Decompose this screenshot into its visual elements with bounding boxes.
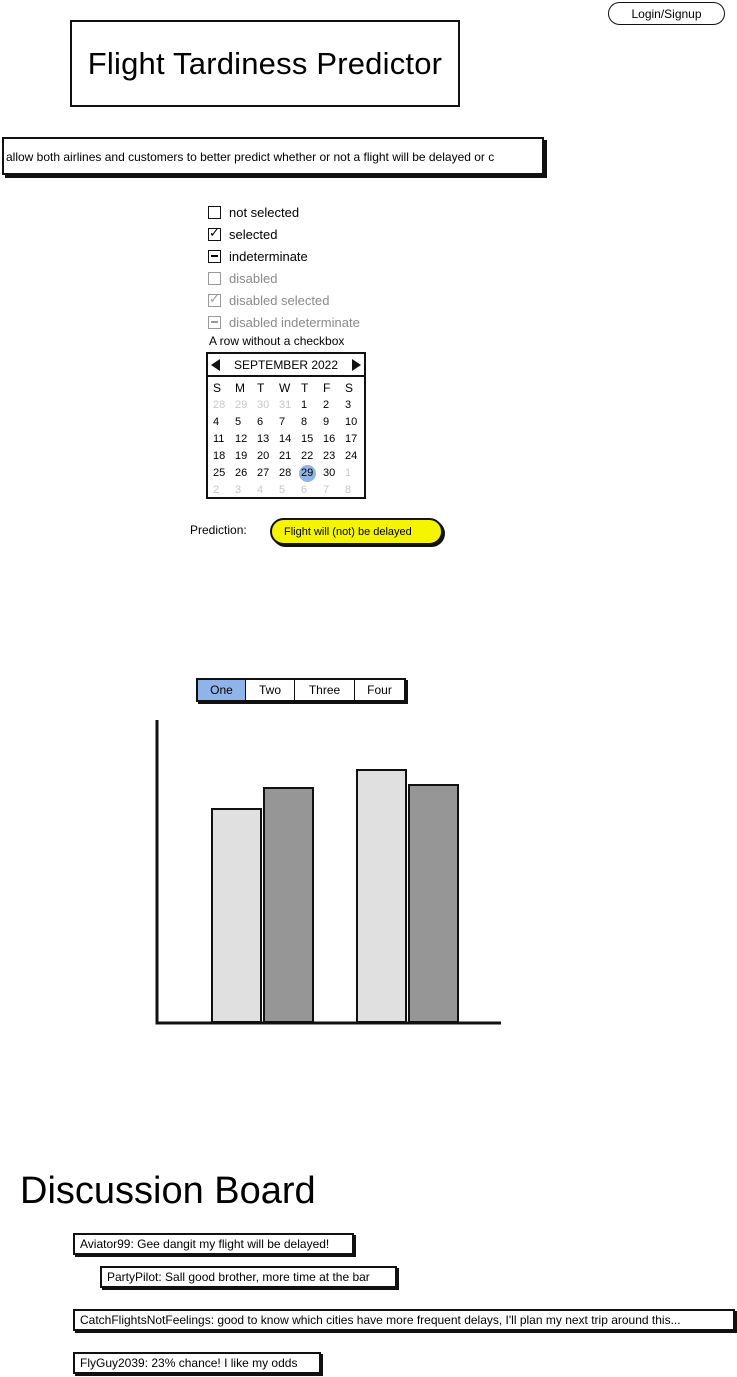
checkbox-label: disabled selected (229, 292, 330, 308)
calendar-day[interactable]: 3 (345, 399, 352, 411)
calendar-day[interactable]: 14 (279, 433, 292, 445)
calendar-grid: S M T W T F S 28 29 30 31 1 2 3 4 5 6 7 8 9 10 11 12 13 14 15 16 17… (208, 377, 364, 499)
calendar-day[interactable]: 29 (299, 465, 321, 482)
calendar-day[interactable]: 3 (235, 484, 242, 496)
calendar-weekday: T (257, 381, 265, 395)
checkbox-label: indeterminate (229, 248, 308, 264)
tab-two[interactable]: Two (246, 680, 295, 700)
tab-four[interactable]: Four (367, 683, 392, 697)
discussion-post[interactable]: Aviator99: Gee dangit my flight will be … (73, 1233, 354, 1255)
chart-bar (356, 769, 407, 1023)
prediction-label: Prediction: (190, 523, 247, 537)
chart-bar (211, 808, 262, 1023)
calendar-day[interactable]: 15 (301, 433, 314, 445)
calendar-day[interactable]: 9 (323, 416, 330, 428)
calendar-day[interactable]: 30 (257, 399, 270, 411)
checkbox-label: not selected (229, 204, 300, 220)
calendar-weekday: T (301, 381, 309, 395)
calendar-day[interactable]: 27 (257, 467, 270, 479)
calendar-day[interactable]: 2 (323, 399, 330, 411)
calendar-day[interactable]: 24 (345, 450, 358, 462)
calendar-weekday: S (345, 381, 354, 395)
calendar-day[interactable]: 23 (323, 450, 336, 462)
calendar-weekday: F (323, 381, 331, 395)
description-field[interactable]: allow both airlines and customers to bet… (2, 137, 544, 175)
calendar-day[interactable]: 17 (345, 433, 358, 445)
checkbox-row[interactable]: not selected (208, 202, 299, 222)
chart-bar (263, 787, 314, 1023)
calendar-day[interactable]: 8 (301, 416, 308, 428)
calendar-day[interactable]: 11 (213, 433, 225, 445)
checkbox-row: ✓ disabled selected (208, 290, 329, 310)
checkbox-row[interactable]: ✓ selected (208, 224, 277, 244)
calendar-header: SEPTEMBER 2022 (208, 354, 364, 377)
calendar-day[interactable]: 8 (345, 484, 352, 496)
discussion-reply[interactable]: PartyPilot: Sall good brother, more time… (100, 1266, 397, 1288)
calendar-day[interactable]: 12 (235, 433, 248, 445)
bar-chart (155, 720, 501, 1025)
calendar-day[interactable]: 5 (279, 484, 286, 496)
calendar-day[interactable]: 7 (323, 484, 330, 496)
title-box: Flight Tardiness Predictor (70, 20, 460, 107)
checkbox-row: disabled (208, 268, 277, 288)
calendar-day[interactable]: 4 (213, 416, 220, 428)
calendar-day[interactable]: 22 (301, 450, 314, 462)
calendar-day[interactable]: 31 (279, 399, 292, 411)
calendar-day[interactable]: 10 (345, 416, 358, 428)
checkbox-indeterminate-icon (208, 315, 221, 329)
calendar-day[interactable]: 21 (279, 450, 292, 462)
checkbox-row: disabled indeterminate (208, 312, 360, 332)
calendar-day[interactable]: 19 (235, 450, 248, 462)
next-month-icon[interactable] (351, 358, 361, 371)
calendar-day[interactable]: 28 (213, 399, 226, 411)
discussion-post[interactable]: FlyGuy2039: 23% chance! I like my odds (73, 1352, 321, 1374)
calendar-day[interactable]: 29 (235, 399, 248, 411)
prediction-badge: Flight will (not) be delayed (270, 518, 443, 545)
chart-bar (408, 784, 459, 1023)
tab-bar: One Two Three Four (196, 678, 406, 702)
calendar-day[interactable]: 20 (257, 450, 270, 462)
tab-three[interactable]: Three (295, 680, 355, 700)
checkbox-label: disabled indeterminate (229, 314, 360, 330)
checkbox-empty-icon (208, 271, 221, 285)
calendar-day[interactable]: 26 (235, 467, 248, 479)
calendar-day[interactable]: 16 (323, 433, 336, 445)
calendar-day[interactable]: 2 (213, 484, 220, 496)
calendar-month-label: SEPTEMBER 2022 (233, 357, 339, 372)
calendar-day[interactable]: 5 (235, 416, 242, 428)
prev-month-icon[interactable] (211, 358, 220, 371)
calendar-day[interactable]: 13 (257, 433, 270, 445)
calendar-day[interactable]: 6 (301, 484, 308, 496)
calendar-day[interactable]: 4 (257, 484, 264, 496)
calendar-weekday: M (235, 381, 245, 395)
tab-one[interactable]: One (198, 680, 246, 700)
login-signup-button[interactable]: Login/Signup (608, 2, 725, 25)
calendar-weekday: W (279, 381, 291, 395)
checkbox-row[interactable]: indeterminate (208, 246, 308, 266)
calendar-day[interactable]: 25 (213, 467, 226, 479)
plain-row: A row without a checkbox (209, 334, 345, 348)
discussion-title: Discussion Board (20, 1170, 316, 1212)
page-title: Flight Tardiness Predictor (87, 45, 443, 81)
calendar-day[interactable]: 1 (301, 399, 308, 411)
checkbox-label: disabled (229, 270, 278, 286)
checkbox-checked-icon[interactable]: ✓ (208, 225, 221, 241)
calendar: SEPTEMBER 2022 S M T W T F S 28 29 30 31 1 2 3 4 5 6 7 8 9 1… (206, 352, 366, 499)
calendar-day[interactable]: 30 (323, 467, 336, 479)
calendar-day[interactable]: 18 (213, 450, 226, 462)
calendar-day[interactable]: 7 (279, 416, 286, 428)
checkbox-empty-icon[interactable] (208, 205, 221, 219)
calendar-day[interactable]: 6 (257, 416, 264, 428)
calendar-weekday: S (213, 381, 222, 395)
checkbox-indeterminate-icon[interactable] (208, 249, 221, 263)
discussion-post[interactable]: CatchFlightsNotFeelings: good to know wh… (73, 1309, 735, 1331)
checkbox-label: selected (229, 226, 278, 242)
calendar-day[interactable]: 28 (279, 467, 292, 479)
calendar-day[interactable]: 1 (345, 467, 352, 479)
checkbox-checked-icon: ✓ (208, 291, 221, 307)
